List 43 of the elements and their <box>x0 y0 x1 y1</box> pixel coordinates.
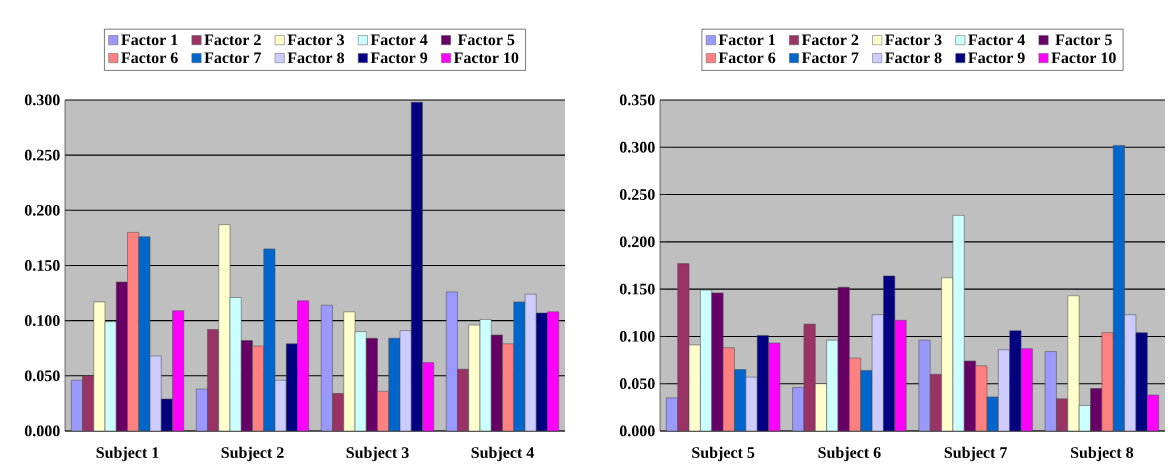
y-tick-label: 0.300 <box>619 141 655 153</box>
legend-label: Factor 1 <box>718 34 775 46</box>
y-tick-label: 0.000 <box>619 425 655 437</box>
legend-label: Factor 1 <box>121 34 178 46</box>
y-tick-label: 0.250 <box>24 149 60 161</box>
legend-label: Factor 3 <box>287 34 345 46</box>
y-tick-label: 0.150 <box>24 260 60 271</box>
x-tick-label: Subject 1 <box>96 446 159 462</box>
y-tick-label: 0.050 <box>24 370 60 382</box>
legend-label: Factor 4 <box>370 34 428 46</box>
y-tick-label: 0.350 <box>619 94 655 106</box>
y-tick-label: 0.150 <box>619 283 655 295</box>
legend-label: Factor 8 <box>885 52 942 64</box>
y-tick-label: 0.200 <box>24 204 60 216</box>
x-tick-label: Subject 4 <box>471 446 534 462</box>
y-tick-label: 0.200 <box>619 236 655 248</box>
x-tick-label: Subject 6 <box>818 446 881 462</box>
y-tick-label: 0.300 <box>24 94 60 106</box>
y-tick-label: 0.050 <box>619 378 655 390</box>
legend-label: Factor 5 <box>457 34 515 46</box>
legend-label: Factor 9 <box>370 52 428 64</box>
x-tick-label: Subject 5 <box>692 446 755 462</box>
legend-label: Factor 6 <box>121 52 178 64</box>
y-tick-label: 0.000 <box>24 425 60 437</box>
x-tick-label: Subject 8 <box>1070 446 1134 462</box>
legend-label: Factor 5 <box>1055 34 1112 46</box>
y-tick-label: 0.100 <box>619 330 655 342</box>
legend-label: Factor 7 <box>204 52 262 64</box>
legend-label: Factor 4 <box>968 34 1025 46</box>
legend-label: Factor 10 <box>453 52 519 64</box>
y-tick-label: 0.250 <box>619 189 655 200</box>
x-tick-label: Subject 7 <box>944 446 1008 462</box>
legend-label: Factor 10 <box>1051 52 1116 64</box>
legend-label: Factor 9 <box>968 52 1025 64</box>
legend-label: Factor 3 <box>885 34 942 46</box>
x-tick-label: Subject 3 <box>346 446 409 462</box>
legend-label: Factor 2 <box>204 34 261 46</box>
y-tick-label: 0.100 <box>24 315 60 327</box>
legend-label: Factor 8 <box>287 52 345 64</box>
x-tick-label: Subject 2 <box>221 446 284 462</box>
legend-label: Factor 2 <box>801 34 859 46</box>
legend-label: Factor 7 <box>801 52 859 64</box>
legend-label: Factor 6 <box>718 52 776 64</box>
